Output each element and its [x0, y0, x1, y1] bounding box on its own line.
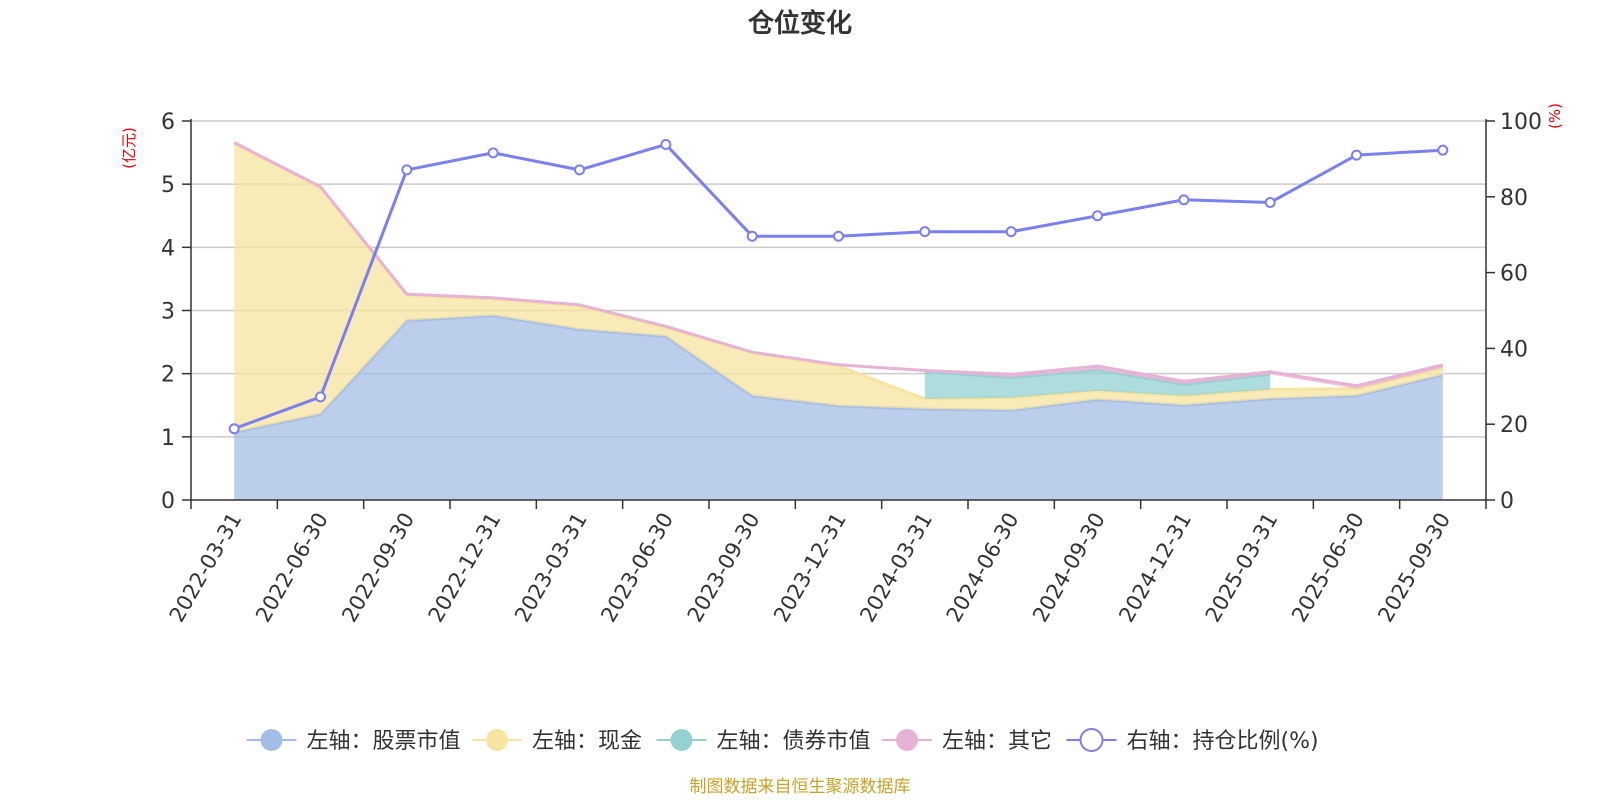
- area-fill: [234, 315, 1443, 500]
- legend-swatch-marker: [486, 729, 508, 751]
- left-axis-unit: (亿元): [120, 127, 138, 169]
- legend-swatch-marker: [670, 729, 693, 751]
- x-axis-tick-label: 2023-03-31: [510, 509, 592, 627]
- x-axis-tick-label: 2024-06-30: [942, 509, 1024, 627]
- legend-item: 左轴：股票市值: [246, 729, 461, 754]
- legend-swatch-marker: [896, 729, 918, 751]
- ratio-point: [228, 423, 240, 435]
- right-axis-tick-label: 60: [1500, 262, 1528, 287]
- legend-label: 左轴：现金: [532, 729, 642, 754]
- ratio-point: [1264, 196, 1276, 208]
- ratio-point: [746, 230, 758, 242]
- x-axis-tick-label: 2022-06-30: [251, 509, 333, 627]
- x-axis-tick-label: 2024-03-31: [855, 509, 937, 627]
- legend-label: 左轴：债券市值: [717, 729, 871, 754]
- right-axis-tick-label: 80: [1500, 186, 1528, 211]
- legend-item: 右轴：持仓比例(%): [1066, 728, 1319, 754]
- x-axis-tick-label: 2025-09-30: [1373, 509, 1455, 627]
- ratio-point: [1437, 144, 1449, 156]
- left-axis-tick-label: 5: [161, 173, 175, 198]
- legend-swatch-marker: [260, 729, 283, 751]
- legend-label: 左轴：其它: [942, 729, 1052, 754]
- area-edge: [233, 141, 1444, 388]
- ratio-point: [574, 164, 585, 176]
- line-series: [228, 138, 1449, 435]
- legend-swatch-marker: [1079, 728, 1104, 752]
- x-axis-tick-label: 2022-12-31: [424, 509, 506, 627]
- chart-title: 仓位变化: [747, 8, 852, 39]
- legend-item: 左轴：其它: [882, 729, 1052, 754]
- source-note: 制图数据来自恒生聚源数据库: [690, 777, 911, 797]
- ratio-point: [487, 147, 499, 159]
- area-series: [233, 141, 1444, 500]
- legend: 左轴：股票市值 左轴：现金 左轴：债券市值 左轴：其它 右轴：持仓比例(%): [246, 728, 1319, 754]
- ratio-point: [1351, 149, 1362, 161]
- ratio-point: [1005, 226, 1017, 238]
- x-axis-tick-label: 2024-12-31: [1114, 509, 1196, 627]
- area-fill: [234, 143, 1443, 433]
- x-axis-tick-label: 2023-09-30: [683, 509, 765, 627]
- legend-label: 右轴：持仓比例(%): [1127, 729, 1319, 754]
- ratio-point: [919, 226, 931, 238]
- x-axis-tick-label: 2023-12-31: [769, 509, 851, 627]
- legend-item: 左轴：债券市值: [656, 729, 871, 754]
- right-axis-tick-label: 40: [1500, 337, 1528, 362]
- left-axis-tick-label: 2: [161, 363, 175, 388]
- ratio-point: [315, 391, 326, 403]
- ratio-point: [833, 230, 844, 242]
- x-axis-tick-label: 2023-06-30: [596, 509, 678, 627]
- x-axis-tick-label: 2022-09-30: [337, 509, 419, 627]
- legend-item: 左轴：现金: [472, 729, 642, 754]
- legend-label: 左轴：股票市值: [307, 729, 461, 754]
- x-axis-tick-label: 2024-09-30: [1028, 509, 1110, 627]
- right-axis-tick-label: 0: [1500, 489, 1514, 514]
- x-axis-tick-label: 2025-06-30: [1287, 509, 1369, 627]
- left-axis-tick-label: 1: [161, 426, 175, 451]
- right-axis-tick-label: 100: [1500, 110, 1542, 135]
- x-axis-tick-label: 2025-03-31: [1201, 509, 1283, 627]
- right-axis-tick-label: 20: [1500, 413, 1528, 438]
- area-fill: [924, 369, 1271, 399]
- ratio-point: [1092, 210, 1103, 222]
- left-axis-tick-label: 0: [161, 489, 175, 514]
- ratio-point: [1178, 194, 1190, 206]
- ratio-point: [660, 138, 672, 150]
- left-axis-tick-label: 6: [161, 110, 175, 135]
- left-axis-tick-label: 3: [161, 300, 175, 325]
- ratio-point: [401, 164, 413, 176]
- right-axis-unit: (%): [1546, 103, 1564, 129]
- x-axis-tick-label: 2022-03-31: [165, 509, 247, 627]
- left-axis-tick-label: 4: [161, 236, 175, 261]
